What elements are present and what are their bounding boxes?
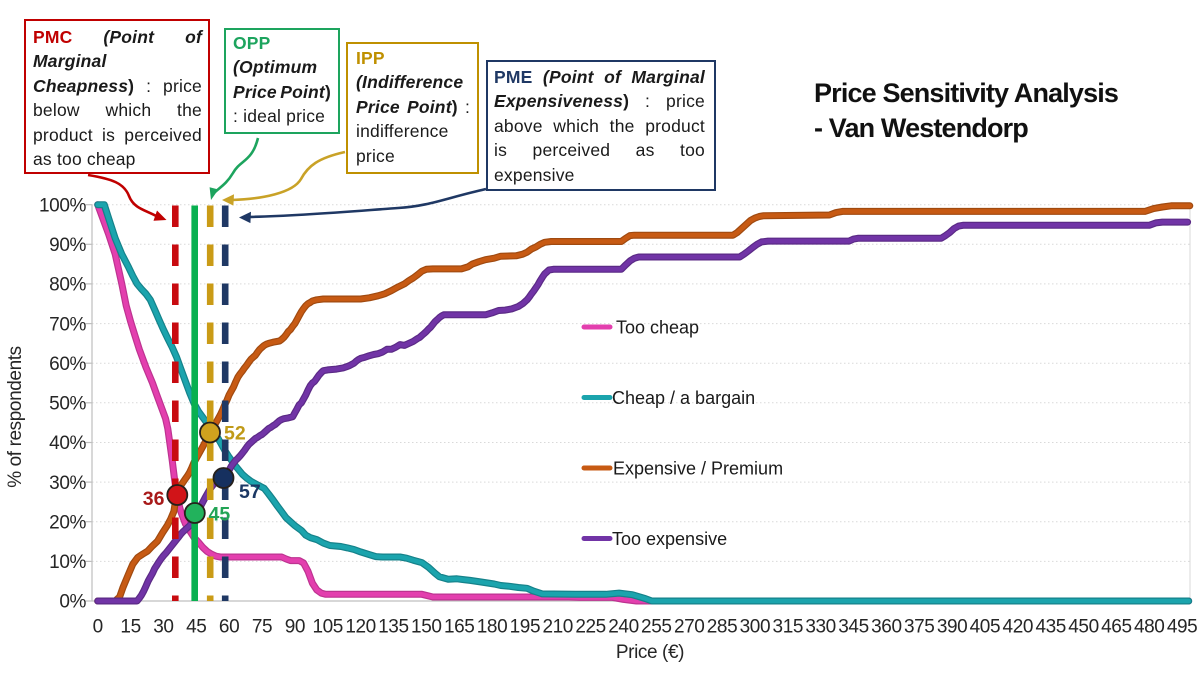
svg-text:75: 75 — [252, 617, 272, 638]
svg-text:270: 270 — [674, 617, 705, 638]
svg-text:135: 135 — [378, 617, 409, 638]
svg-text:10%: 10% — [49, 552, 86, 573]
svg-text:50%: 50% — [49, 394, 86, 415]
svg-text:330: 330 — [805, 617, 836, 638]
svg-text:225: 225 — [575, 617, 606, 638]
svg-text:180: 180 — [477, 617, 508, 638]
svg-text:210: 210 — [542, 617, 573, 638]
svg-text:30%: 30% — [49, 473, 86, 494]
svg-text:80%: 80% — [49, 275, 86, 296]
svg-text:52: 52 — [224, 423, 246, 445]
svg-text:36: 36 — [143, 488, 165, 510]
svg-text:495: 495 — [1167, 617, 1198, 638]
svg-text:315: 315 — [773, 617, 804, 638]
svg-text:40%: 40% — [49, 433, 86, 454]
svg-text:30: 30 — [153, 617, 173, 638]
svg-text:120: 120 — [345, 617, 376, 638]
svg-text:60%: 60% — [49, 354, 86, 375]
svg-text:195: 195 — [510, 617, 541, 638]
svg-text:100%: 100% — [39, 195, 87, 216]
svg-text:435: 435 — [1035, 617, 1066, 638]
svg-text:450: 450 — [1068, 617, 1099, 638]
svg-text:465: 465 — [1101, 617, 1132, 638]
svg-text:Price (€): Price (€) — [616, 642, 684, 663]
svg-text:% of respondents: % of respondents — [5, 346, 26, 487]
svg-text:Expensive / Premium: Expensive / Premium — [613, 459, 783, 479]
svg-text:105: 105 — [312, 617, 343, 638]
svg-text:345: 345 — [838, 617, 869, 638]
svg-text:90%: 90% — [49, 235, 86, 256]
svg-text:255: 255 — [641, 617, 672, 638]
svg-text:90: 90 — [285, 617, 305, 638]
svg-text:45: 45 — [186, 617, 206, 638]
svg-text:480: 480 — [1134, 617, 1165, 638]
svg-text:390: 390 — [937, 617, 968, 638]
svg-text:405: 405 — [970, 617, 1001, 638]
svg-text:Cheap / a bargain: Cheap / a bargain — [612, 388, 755, 408]
svg-text:0%: 0% — [59, 592, 86, 613]
svg-text:57: 57 — [239, 481, 261, 503]
svg-text:60: 60 — [219, 617, 239, 638]
svg-text:165: 165 — [444, 617, 475, 638]
svg-text:0: 0 — [93, 617, 103, 638]
svg-text:45: 45 — [209, 504, 231, 526]
svg-text:Too expensive: Too expensive — [612, 529, 727, 549]
svg-text:360: 360 — [871, 617, 902, 638]
svg-text:150: 150 — [411, 617, 442, 638]
svg-text:240: 240 — [608, 617, 639, 638]
svg-text:20%: 20% — [49, 512, 86, 533]
svg-text:300: 300 — [740, 617, 771, 638]
svg-text:70%: 70% — [49, 314, 86, 335]
svg-text:Too cheap: Too cheap — [616, 318, 699, 338]
svg-text:15: 15 — [120, 617, 140, 638]
svg-text:375: 375 — [904, 617, 935, 638]
svg-text:285: 285 — [707, 617, 738, 638]
svg-text:420: 420 — [1003, 617, 1034, 638]
